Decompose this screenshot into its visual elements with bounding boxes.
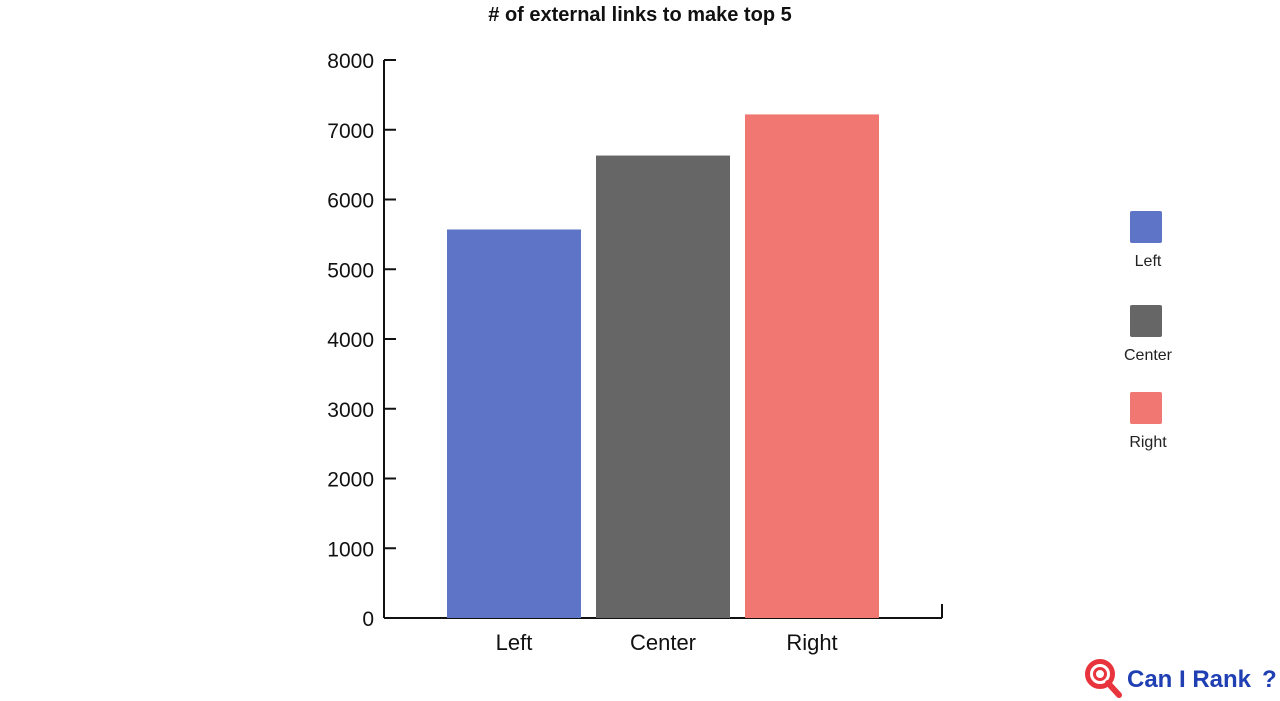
brand-logo: Can I Rank ? xyxy=(1085,659,1277,698)
y-tick-label: 0 xyxy=(362,608,374,631)
brand-name: Can I Rank xyxy=(1127,666,1252,693)
y-axis: 0 1000 2000 3000 4000 5000 6000 7000 8000 xyxy=(327,50,396,631)
legend-swatch-right xyxy=(1130,392,1162,424)
y-tick-label: 6000 xyxy=(327,190,374,213)
y-tick-label: 2000 xyxy=(327,469,374,492)
x-category-label: Center xyxy=(630,630,696,655)
legend-swatch-left xyxy=(1130,211,1162,243)
legend-label: Left xyxy=(1135,253,1162,270)
y-tick-label: 8000 xyxy=(327,50,374,73)
legend: Left Center Right xyxy=(1124,211,1173,451)
bar-right xyxy=(745,114,879,618)
bar-center xyxy=(596,155,730,618)
bar-left xyxy=(447,229,581,618)
y-tick-label: 3000 xyxy=(327,399,374,422)
x-category-label: Left xyxy=(496,630,533,655)
x-category-label: Right xyxy=(786,630,837,655)
y-tick-label: 1000 xyxy=(327,538,374,561)
y-tick-label: 5000 xyxy=(327,259,374,282)
legend-swatch-center xyxy=(1130,305,1162,337)
legend-label: Right xyxy=(1129,434,1167,451)
chart-title: # of external links to make top 5 xyxy=(488,4,791,26)
bars xyxy=(447,114,879,618)
search-magnifier-logo-icon xyxy=(1085,659,1122,698)
y-tick-label: 7000 xyxy=(327,120,374,143)
legend-label: Center xyxy=(1124,347,1173,364)
category-labels: Left Center Right xyxy=(496,630,838,655)
y-tick-label: 4000 xyxy=(327,329,374,352)
brand-question-mark: ? xyxy=(1262,666,1277,693)
